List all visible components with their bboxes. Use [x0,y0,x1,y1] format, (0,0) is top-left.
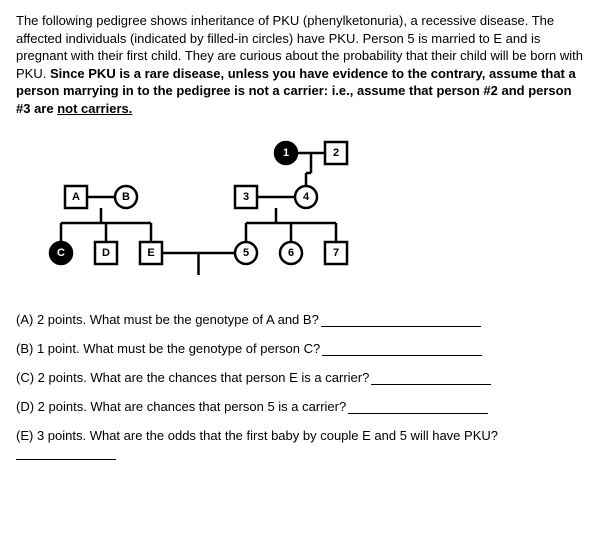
answer-blank-B [322,355,482,356]
pedigree-diagram: 1 2 A B 3 4 C D E 5 6 7 [16,135,586,288]
svg-text:2: 2 [333,147,339,159]
answer-blank-C [371,384,491,385]
svg-text:4: 4 [303,191,310,203]
question-A: (A) 2 points. What must be the genotype … [16,312,586,327]
question-C-text: (C) 2 points. What are the chances that … [16,370,369,385]
question-E: (E) 3 points. What are the odds that the… [16,428,586,460]
question-B-text: (B) 1 point. What must be the genotype o… [16,341,320,356]
intro-text-underlined: not carriers. [57,101,132,116]
svg-text:D: D [102,247,110,259]
intro-paragraph: The following pedigree shows inheritance… [16,12,586,117]
svg-text:7: 7 [333,247,339,259]
svg-text:5: 5 [243,247,249,259]
svg-text:1: 1 [283,147,289,159]
pedigree-svg: 1 2 A B 3 4 C D E 5 6 7 [16,135,436,285]
answer-blank-E [16,459,116,460]
question-E-text: (E) 3 points. What are the odds that the… [16,428,498,443]
question-A-text: (A) 2 points. What must be the genotype … [16,312,319,327]
svg-text:3: 3 [243,191,249,203]
svg-text:B: B [122,191,130,203]
question-B: (B) 1 point. What must be the genotype o… [16,341,586,356]
svg-text:C: C [57,247,65,259]
svg-text:A: A [72,191,80,203]
svg-text:E: E [147,247,154,259]
answer-blank-D [348,413,488,414]
question-D: (D) 2 points. What are chances that pers… [16,399,586,414]
questions-block: (A) 2 points. What must be the genotype … [16,312,586,460]
question-C: (C) 2 points. What are the chances that … [16,370,586,385]
svg-text:6: 6 [288,247,294,259]
answer-blank-A [321,326,481,327]
question-D-text: (D) 2 points. What are chances that pers… [16,399,346,414]
